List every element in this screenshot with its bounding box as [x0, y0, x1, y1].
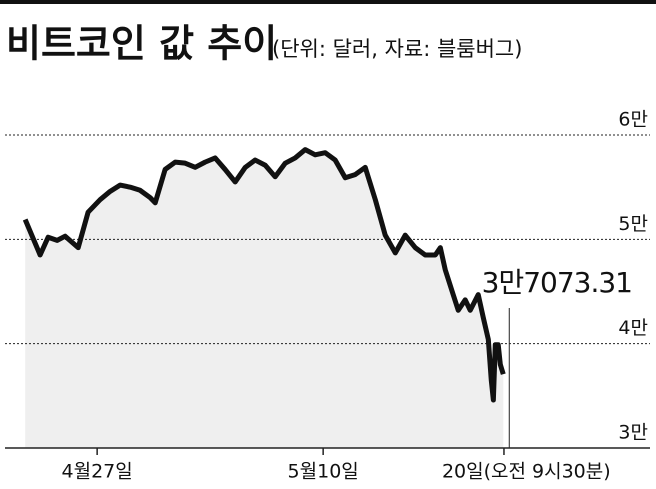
y-tick-label: 4만	[618, 317, 648, 339]
top-rule	[0, 0, 656, 4]
y-tick-label: 5만	[618, 213, 648, 235]
x-tick-label: 5월10일	[288, 461, 359, 483]
x-tick-label: 20일(오전 9시30분)	[442, 461, 611, 483]
y-tick-label: 3만	[618, 422, 648, 444]
area	[25, 149, 504, 448]
chart-subtitle: (단위: 달러, 자료: 블룸버그)	[272, 37, 522, 61]
x-tick-label: 4월27일	[62, 461, 133, 483]
value-label: 3만7073.31	[482, 266, 632, 299]
price-line	[22, 147, 506, 403]
chart-title: 비트코인 값 추이	[6, 22, 277, 66]
y-tick-label: 6만	[618, 109, 648, 131]
